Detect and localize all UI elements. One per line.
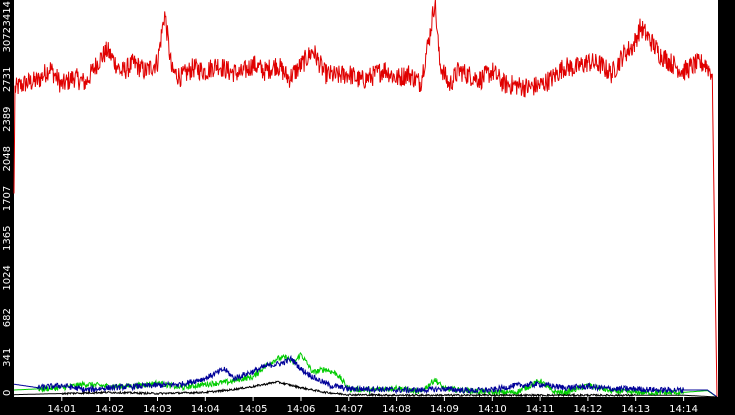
y-tick-label: 341 bbox=[2, 348, 13, 367]
y-tick-label: 2731 bbox=[2, 67, 13, 92]
y-tick-label: 2389 bbox=[2, 106, 13, 131]
x-tick-label: 14:07 bbox=[334, 404, 363, 415]
series-layer bbox=[13, 0, 718, 398]
x-tick-label: 14:03 bbox=[143, 404, 172, 415]
y-tick-label: 682 bbox=[2, 308, 13, 327]
y-tick-label: 1707 bbox=[2, 186, 13, 211]
x-tick-label: 14:13 bbox=[621, 404, 650, 415]
series-line-3 bbox=[13, 354, 718, 398]
x-tick-label: 14:14 bbox=[669, 404, 698, 415]
x-tick-label: 14:02 bbox=[95, 404, 124, 415]
x-axis: 14:01 14:02 14:03 14:04 14:05 14:06 14:07 14:08… bbox=[47, 397, 698, 415]
x-tick-label: 14:08 bbox=[382, 404, 411, 415]
x-tick-label: 14:04 bbox=[191, 404, 220, 415]
x-tick-label: 14:09 bbox=[430, 404, 459, 415]
series-line-1 bbox=[13, 0, 718, 398]
x-tick-label: 14:10 bbox=[478, 404, 507, 415]
plot-area bbox=[14, 0, 718, 397]
y-tick-label: 3072 bbox=[2, 27, 13, 52]
y-tick-label: 1024 bbox=[2, 265, 13, 290]
x-tick-label: 14:12 bbox=[573, 404, 602, 415]
x-tick-label: 14:06 bbox=[287, 404, 316, 415]
y-tick-label: 3414 bbox=[2, 1, 13, 26]
series-line-4 bbox=[14, 380, 717, 398]
y-tick-label: 2048 bbox=[2, 146, 13, 171]
y-tick-label: 0 bbox=[2, 390, 13, 396]
x-tick-label: 14:05 bbox=[239, 404, 268, 415]
y-tick-label: 1365 bbox=[2, 226, 13, 251]
x-tick-label: 14:11 bbox=[526, 404, 555, 415]
x-tick-label: 14:01 bbox=[47, 404, 76, 415]
